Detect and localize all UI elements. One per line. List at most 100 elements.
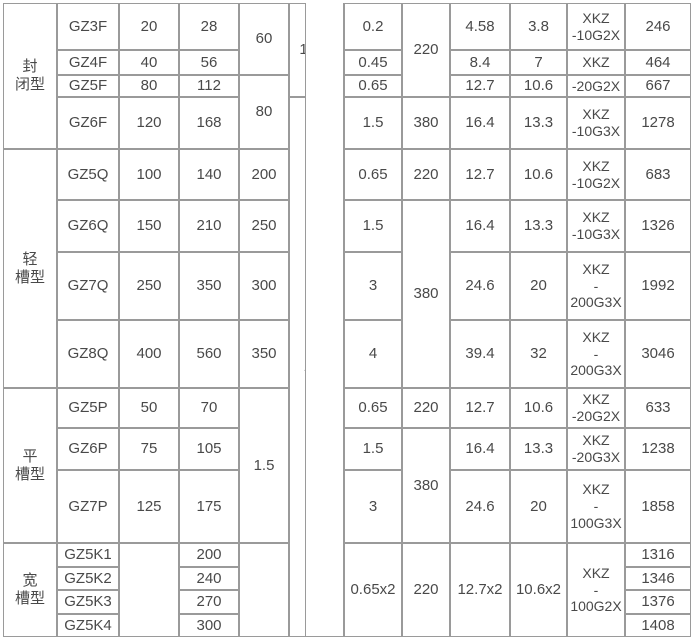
current-a-cell-gz5k-group: 12.7x2 [450,543,510,637]
voltage-cell-380-f: 380 [402,97,450,149]
controller-cell-gz4f: XKZ [567,50,625,75]
power-cell-gz3f: 0.2 [344,3,402,50]
cola-cell-gz5p: 50 [119,388,179,428]
controller-cell-gz5f: -20G2X [567,75,625,97]
colb-cell-gz7q: 350 [179,252,239,320]
model-cell-gz3f: GZ3F [57,3,119,50]
cola-cell-gz6p: 75 [119,428,179,470]
weight-cell-gz7q: 1992 [625,252,691,320]
weight-cell-gz8q: 3046 [625,320,691,388]
colb-cell-gz6p: 105 [179,428,239,470]
colb-cell-gz5k1: 200 [179,543,239,567]
category-cell-kuan-cao-xing: 宽 槽型 [3,543,57,637]
weight-cell-gz5k4: 1408 [625,614,691,637]
current-a-cell-gz3f: 4.58 [450,3,510,50]
weight-cell-gz6p: 1238 [625,428,691,470]
colc-cell-1-5: 1.5 [239,388,289,543]
colc-cell-350: 350 [239,320,289,388]
colc-cell-80: 80 [239,75,289,149]
weight-cell-gz5k2: 1346 [625,567,691,590]
current-a-cell-gz6f: 16.4 [450,97,510,149]
current-b-cell-gz5k-group: 10.6x2 [510,543,567,637]
controller-cell-gz5k-group: XKZ - 100G2X [567,543,625,637]
current-b-cell-gz3f: 3.8 [510,3,567,50]
current-b-cell-gz7p: 20 [510,470,567,543]
power-cell-gz5f: 0.65 [344,75,402,97]
colb-cell-gz5p: 70 [179,388,239,428]
model-cell-gz5p: GZ5P [57,388,119,428]
current-a-cell-gz5p: 12.7 [450,388,510,428]
power-cell-gz5p: 0.65 [344,388,402,428]
model-cell-gz5q: GZ5Q [57,149,119,200]
colb-cell-gz5k2: 240 [179,567,239,590]
cola-cell-gz4f: 40 [119,50,179,75]
colb-cell-gz3f: 28 [179,3,239,50]
model-cell-gz4f: GZ4F [57,50,119,75]
colc-cell-250: 250 [239,200,289,252]
colb-cell-gz7p: 175 [179,470,239,543]
colc-cell-k-group [239,543,289,637]
weight-cell-gz6q: 1326 [625,200,691,252]
cola-cell-gz7q: 250 [119,252,179,320]
controller-cell-gz6q: XKZ -10G3X [567,200,625,252]
colb-cell-gz5f: 112 [179,75,239,97]
current-b-cell-gz5p: 10.6 [510,388,567,428]
colc-cell-200: 200 [239,149,289,200]
current-b-cell-gz7q: 20 [510,252,567,320]
voltage-cell-220-f: 220 [402,3,450,97]
weight-cell-gz6f: 1278 [625,97,691,149]
controller-cell-gz8q: XKZ - 200G3X [567,320,625,388]
current-b-cell-gz4f: 7 [510,50,567,75]
current-b-cell-gz6f: 13.3 [510,97,567,149]
cola-cell-gz6f: 120 [119,97,179,149]
power-cell-gz6f: 1.5 [344,97,402,149]
colb-cell-gz5q: 140 [179,149,239,200]
voltage-cell-220-q: 220 [402,149,450,200]
weight-cell-gz7p: 1858 [625,470,691,543]
category-cell-feng-bi-xing: 封 闭型 [3,3,57,149]
power-cell-gz7q: 3 [344,252,402,320]
model-cell-gz7q: GZ7Q [57,252,119,320]
current-b-cell-gz8q: 32 [510,320,567,388]
power-cell-gz5k-group: 0.65x2 [344,543,402,637]
cola-cell-gz6q: 150 [119,200,179,252]
power-cell-gz5q: 0.65 [344,149,402,200]
model-cell-gz7p: GZ7P [57,470,119,543]
power-cell-gz6q: 1.5 [344,200,402,252]
weight-cell-gz3f: 246 [625,3,691,50]
weight-cell-gz5q: 683 [625,149,691,200]
controller-cell-gz5p: XKZ -20G2X [567,388,625,428]
current-a-cell-gz4f: 8.4 [450,50,510,75]
voltage-cell-220-k: 220 [402,543,450,637]
current-a-cell-gz5q: 12.7 [450,149,510,200]
current-a-cell-gz6p: 16.4 [450,428,510,470]
current-b-cell-gz6p: 13.3 [510,428,567,470]
model-cell-gz5k2: GZ5K2 [57,567,119,590]
model-cell-gz6q: GZ6Q [57,200,119,252]
spacer-column [305,3,344,637]
category-cell-ping-cao-xing: 平 槽型 [3,388,57,543]
colc-cell-60: 60 [239,3,289,75]
cola-cell-gz5q: 100 [119,149,179,200]
power-cell-gz8q: 4 [344,320,402,388]
controller-cell-gz3f: XKZ -10G2X [567,3,625,50]
current-a-cell-gz8q: 39.4 [450,320,510,388]
current-a-cell-gz5f: 12.7 [450,75,510,97]
power-cell-gz6p: 1.5 [344,428,402,470]
model-cell-gz6p: GZ6P [57,428,119,470]
cola-cell-gz5f: 80 [119,75,179,97]
colc-cell-300: 300 [239,252,289,320]
current-b-cell-gz5q: 10.6 [510,149,567,200]
colb-cell-gz6f: 168 [179,97,239,149]
current-b-cell-gz6q: 13.3 [510,200,567,252]
category-cell-qing-cao-xing: 轻 槽型 [3,149,57,388]
cola-cell-gz7p: 125 [119,470,179,543]
model-cell-gz8q: GZ8Q [57,320,119,388]
weight-cell-gz5k1: 1316 [625,543,691,567]
weight-cell-gz5k3: 1376 [625,590,691,614]
power-cell-gz4f: 0.45 [344,50,402,75]
voltage-cell-380-q: 380 [402,200,450,388]
cola-cell-gz8q: 400 [119,320,179,388]
current-b-cell-gz5f: 10.6 [510,75,567,97]
